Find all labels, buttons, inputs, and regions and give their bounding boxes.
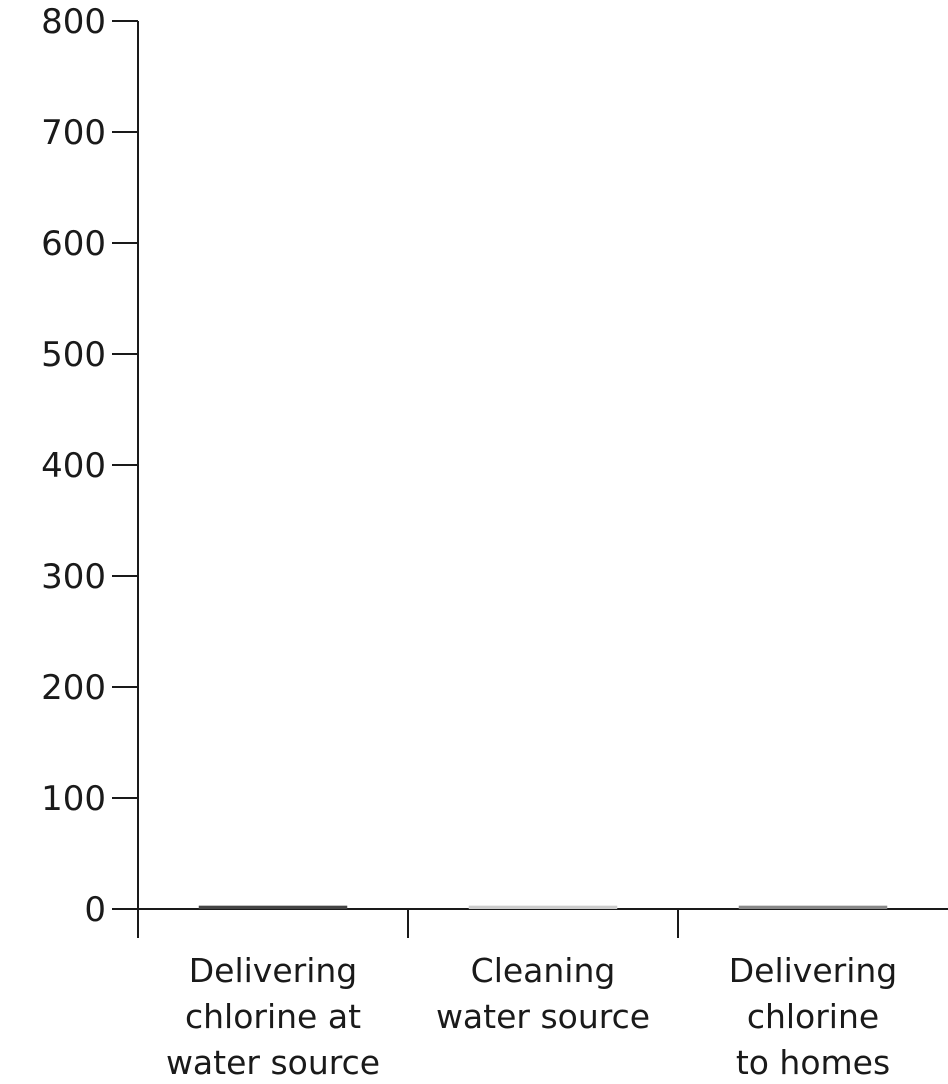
y-tick-label: 200: [41, 668, 106, 708]
bar: [198, 905, 348, 909]
bar: [468, 905, 618, 909]
y-tick-label: 600: [41, 224, 106, 264]
y-tick-label: 800: [41, 2, 106, 42]
category-label: Delivering chlorine at water source: [166, 951, 380, 1082]
category-label: Cleaning water source: [436, 951, 650, 1036]
category-labels: Delivering chlorine at water source Cleanin…: [166, 951, 897, 1082]
x-axis: [138, 908, 948, 938]
bar: [738, 905, 888, 909]
bars: [198, 905, 888, 909]
y-tick-label: 0: [84, 890, 106, 930]
category-label: Delivering chlorine to homes: [729, 951, 897, 1082]
y-tick-label: 300: [41, 557, 106, 597]
y-tick-label: 500: [41, 335, 106, 375]
y-axis: 0 100 200 300 400 500 600 700 800: [41, 2, 139, 938]
y-tick-label: 700: [41, 113, 106, 153]
y-tick-label: 100: [41, 779, 106, 819]
y-tick-label: 400: [41, 446, 106, 486]
